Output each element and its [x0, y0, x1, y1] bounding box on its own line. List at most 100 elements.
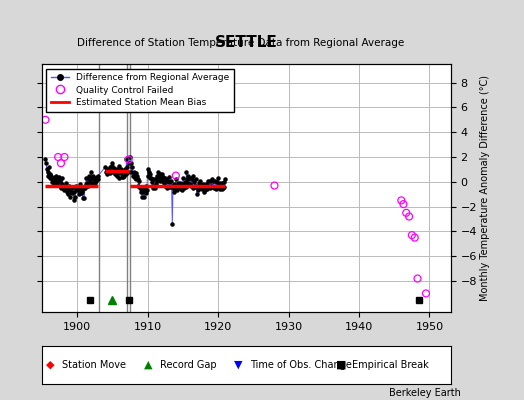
- Point: [156, 171, 164, 178]
- Point: [132, 170, 140, 176]
- Point: [53, 180, 62, 186]
- Point: [130, 172, 138, 179]
- Point: [110, 165, 118, 171]
- Point: [117, 166, 125, 172]
- Point: [205, 177, 214, 184]
- Point: [112, 171, 120, 178]
- Point: [154, 169, 162, 175]
- Point: [81, 185, 89, 191]
- Point: [422, 290, 430, 297]
- Point: [213, 185, 222, 191]
- Point: [189, 185, 197, 191]
- Point: [139, 188, 148, 195]
- Point: [50, 181, 58, 188]
- Point: [194, 187, 203, 194]
- Point: [107, 162, 116, 169]
- Point: [45, 164, 53, 170]
- Point: [122, 171, 130, 178]
- Point: [208, 176, 216, 182]
- Point: [169, 188, 178, 195]
- Point: [137, 184, 146, 190]
- Point: [214, 175, 222, 181]
- Point: [195, 180, 203, 186]
- Point: [134, 182, 143, 189]
- Point: [123, 164, 132, 170]
- Point: [142, 182, 150, 189]
- Point: [203, 186, 211, 192]
- Point: [187, 175, 195, 181]
- Point: [106, 170, 114, 176]
- Point: [141, 190, 150, 196]
- Point: [149, 176, 157, 182]
- Point: [48, 176, 56, 182]
- Point: [201, 187, 210, 194]
- Point: [49, 175, 58, 181]
- Point: [62, 188, 71, 195]
- Point: [78, 188, 86, 195]
- Point: [199, 181, 207, 188]
- Point: [177, 186, 185, 192]
- Point: [152, 172, 161, 179]
- Point: [132, 176, 140, 182]
- Point: [116, 170, 124, 176]
- Point: [174, 185, 183, 191]
- Point: [43, 172, 52, 179]
- Point: [86, 181, 95, 188]
- Point: [198, 186, 206, 192]
- Point: [138, 194, 146, 200]
- Title: SETTLE: SETTLE: [215, 35, 278, 50]
- Point: [144, 172, 152, 179]
- Point: [221, 176, 230, 182]
- Point: [92, 177, 101, 184]
- Point: [93, 176, 102, 182]
- Point: [111, 168, 119, 174]
- Point: [105, 164, 114, 170]
- Point: [119, 168, 128, 174]
- Point: [397, 197, 406, 204]
- Point: [115, 175, 123, 181]
- Point: [187, 182, 195, 189]
- Point: [217, 186, 226, 192]
- Point: [218, 180, 226, 186]
- Point: [48, 178, 57, 185]
- Point: [67, 188, 75, 195]
- Point: [66, 194, 74, 200]
- Point: [140, 194, 148, 200]
- Point: [108, 160, 116, 166]
- Point: [212, 186, 220, 192]
- Text: ◆: ◆: [46, 360, 54, 370]
- Point: [77, 190, 85, 196]
- Text: Berkeley Earth: Berkeley Earth: [389, 388, 461, 398]
- Point: [62, 180, 70, 186]
- Point: [101, 164, 110, 170]
- Point: [72, 187, 80, 194]
- Point: [83, 180, 91, 186]
- Point: [204, 177, 212, 184]
- Point: [184, 180, 193, 186]
- Point: [192, 182, 201, 189]
- Point: [193, 184, 202, 190]
- Point: [410, 234, 419, 241]
- Point: [56, 182, 64, 189]
- Point: [81, 181, 90, 188]
- Point: [157, 174, 165, 180]
- Point: [57, 185, 65, 191]
- Point: [67, 185, 75, 191]
- Point: [89, 172, 97, 179]
- Point: [41, 156, 50, 163]
- Point: [72, 182, 81, 189]
- Point: [158, 177, 167, 184]
- Point: [91, 180, 99, 186]
- Point: [63, 185, 71, 191]
- Point: [133, 172, 141, 179]
- Point: [181, 184, 190, 190]
- Point: [60, 187, 69, 194]
- Point: [160, 175, 169, 181]
- Point: [213, 178, 221, 185]
- Point: [182, 169, 191, 175]
- Point: [91, 175, 100, 181]
- Text: ▲: ▲: [144, 360, 152, 370]
- Point: [217, 185, 225, 191]
- Point: [79, 186, 88, 192]
- Point: [129, 169, 138, 175]
